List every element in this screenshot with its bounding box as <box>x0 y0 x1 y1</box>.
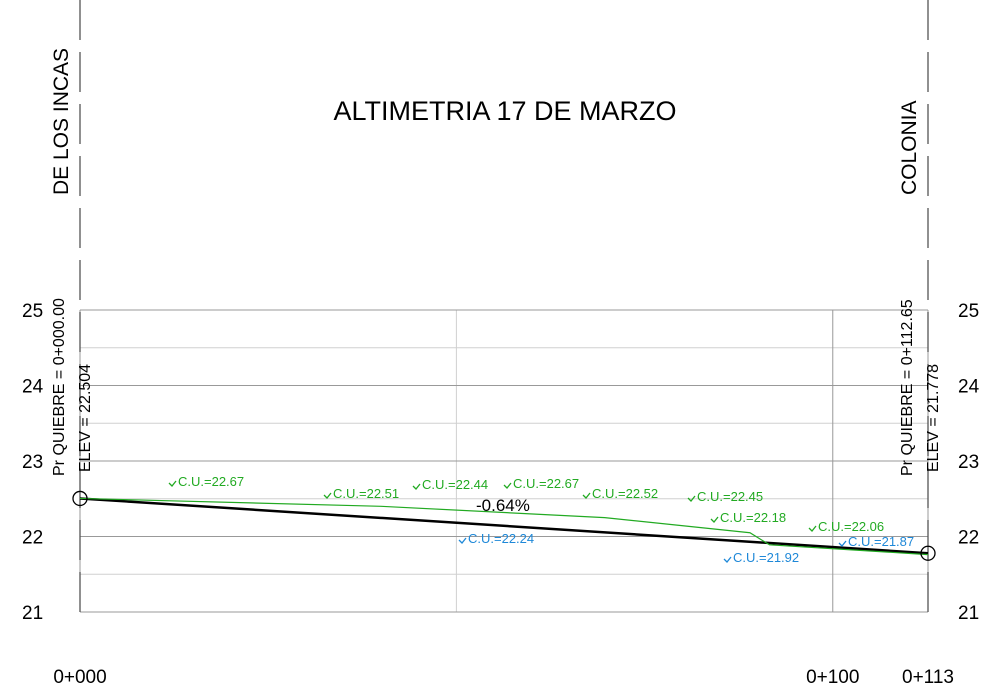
series-line <box>79 497 929 555</box>
y-tick-label-right: 24 <box>958 377 980 398</box>
annotation: C.U.=21.87 <box>848 534 914 549</box>
series-line <box>79 497 929 556</box>
annotation: C.U.=21.92 <box>733 550 799 565</box>
annotation: C.U.=22.44 <box>422 477 488 492</box>
annotation-marker <box>710 516 719 523</box>
y-tick-label-right: 23 <box>958 452 979 473</box>
annotation-marker <box>412 483 421 490</box>
break-point <box>72 490 88 507</box>
break-label: Pr QUIEBRE = 0+000.00 <box>51 298 68 476</box>
street-label: DE LOS INCAS <box>50 48 73 195</box>
y-tick-label-right: 25 <box>958 301 979 322</box>
annotation-marker <box>503 482 512 489</box>
annotation-marker <box>687 495 696 502</box>
grade-label: -0.64% <box>476 496 530 515</box>
annotation: C.U.=22.67 <box>513 476 579 491</box>
break-point <box>920 545 936 561</box>
annotation: C.U.=22.18 <box>720 510 786 525</box>
break-label: Pr QUIEBRE = 0+112.65 <box>899 299 916 476</box>
annotation: C.U.=22.51 <box>333 486 399 501</box>
annotation-marker <box>323 492 332 499</box>
chart-title: ALTIMETRIA 17 DE MARZO <box>333 96 676 126</box>
y-tick-label-right: 22 <box>958 528 979 549</box>
annotation-marker <box>168 480 177 487</box>
break-label: ELEV = 21.778 <box>925 364 942 472</box>
street-label: COLONIA <box>898 100 921 195</box>
x-tick-label: 0+000 <box>53 667 106 688</box>
y-tick-label: 22 <box>22 528 43 549</box>
annotation-marker <box>582 492 591 499</box>
annotation: C.U.=22.45 <box>697 489 763 504</box>
break-label: ELEV = 22.504 <box>77 364 94 472</box>
y-tick-label-right: 21 <box>958 603 979 624</box>
x-tick-label: 0+100 <box>806 667 859 688</box>
annotation: C.U.=22.67 <box>178 474 244 489</box>
annotation-marker <box>723 556 732 563</box>
x-tick-label: 0+113 <box>902 667 954 688</box>
annotation: C.U.=22.24 <box>468 531 534 546</box>
y-tick-label: 21 <box>22 603 43 624</box>
annotation-marker <box>838 540 847 547</box>
y-tick-label: 25 <box>22 301 43 322</box>
y-tick-label: 24 <box>22 377 44 398</box>
annotation-marker <box>458 537 467 544</box>
annotation: C.U.=22.52 <box>592 486 658 501</box>
y-tick-label: 23 <box>22 452 43 473</box>
annotation: C.U.=22.06 <box>818 519 884 534</box>
annotation-marker <box>808 525 817 532</box>
